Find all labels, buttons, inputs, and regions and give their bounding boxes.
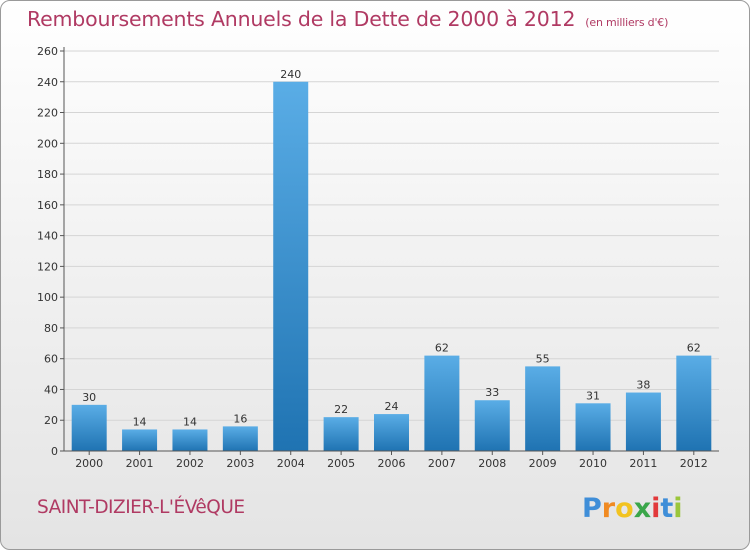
y-tick-label: 220 [37,107,58,120]
labels: 0 20 40 60 80 100 120 140 160 180 200 220 240 260 30 20… [37,45,708,470]
y-tick-label: 240 [37,76,58,89]
x-tick-label-2006: 2006 [378,457,406,470]
x-tick-label-2002: 2002 [176,457,204,470]
bars [71,81,712,452]
y-tick-label: 60 [44,353,58,366]
value-label-2008: 33 [485,386,499,399]
chart-unit: (en milliers d'€) [585,16,669,29]
y-tick-label: 160 [37,199,58,212]
value-label-2005: 22 [334,403,348,416]
axes [60,47,719,455]
y-tick-label: 180 [37,168,58,181]
value-label-2000: 30 [82,391,96,404]
bar-2002 [172,429,208,451]
value-label-2011: 38 [636,379,650,392]
bar-2009 [525,366,561,451]
chart-title: Remboursements Annuels de la Dette de 20… [27,7,668,31]
y-tick-label: 200 [37,137,58,150]
x-tick-label-2011: 2011 [629,457,657,470]
x-tick-label-2012: 2012 [680,457,708,470]
value-label-2002: 14 [183,415,197,428]
value-label-2007: 62 [435,342,449,355]
bar-2010 [575,403,611,451]
grid-lines [64,50,719,421]
bar-2007 [424,355,460,451]
x-tick-label-2009: 2009 [529,457,557,470]
y-tick-label: 120 [37,260,58,273]
x-tick-label-2004: 2004 [277,457,305,470]
bar-2000 [71,404,107,451]
x-tick-label-2001: 2001 [126,457,154,470]
y-tick-label: 0 [51,445,58,458]
x-tick-label-2003: 2003 [226,457,254,470]
x-tick-label-2010: 2010 [579,457,607,470]
y-tick-label: 100 [37,291,58,304]
chart-title-text: Remboursements Annuels de la Dette de 20… [27,7,576,31]
value-label-2009: 55 [536,352,550,365]
y-tick-label: 260 [37,45,58,58]
bar-2004 [273,81,309,452]
svg-text:Proxiti: Proxiti [582,493,683,524]
y-tick-label: 140 [37,230,58,243]
x-tick-label-2007: 2007 [428,457,456,470]
bar-2008 [474,400,510,451]
x-tick-label-2000: 2000 [75,457,103,470]
value-label-2006: 24 [385,400,399,413]
y-tick-label: 20 [44,414,58,427]
value-label-2010: 31 [586,389,600,402]
bar-2003 [222,426,258,451]
value-label-2001: 14 [133,415,147,428]
y-tick-label: 80 [44,322,58,335]
bar-2005 [323,417,359,451]
bar-2006 [374,414,409,451]
y-tick-label: 40 [44,383,58,396]
value-label-2003: 16 [233,412,247,425]
proxiti-logo: Proxiti [582,493,683,524]
commune-name: SAINT-DIZIER-L'ÉVêQUE [37,497,245,518]
bar-2001 [122,429,158,451]
x-tick-label-2005: 2005 [327,457,355,470]
value-label-2012: 62 [687,342,701,355]
value-label-2004: 240 [280,68,301,81]
x-tick-label-2008: 2008 [478,457,506,470]
bar-2011 [625,392,661,451]
bar-2012 [676,355,712,451]
